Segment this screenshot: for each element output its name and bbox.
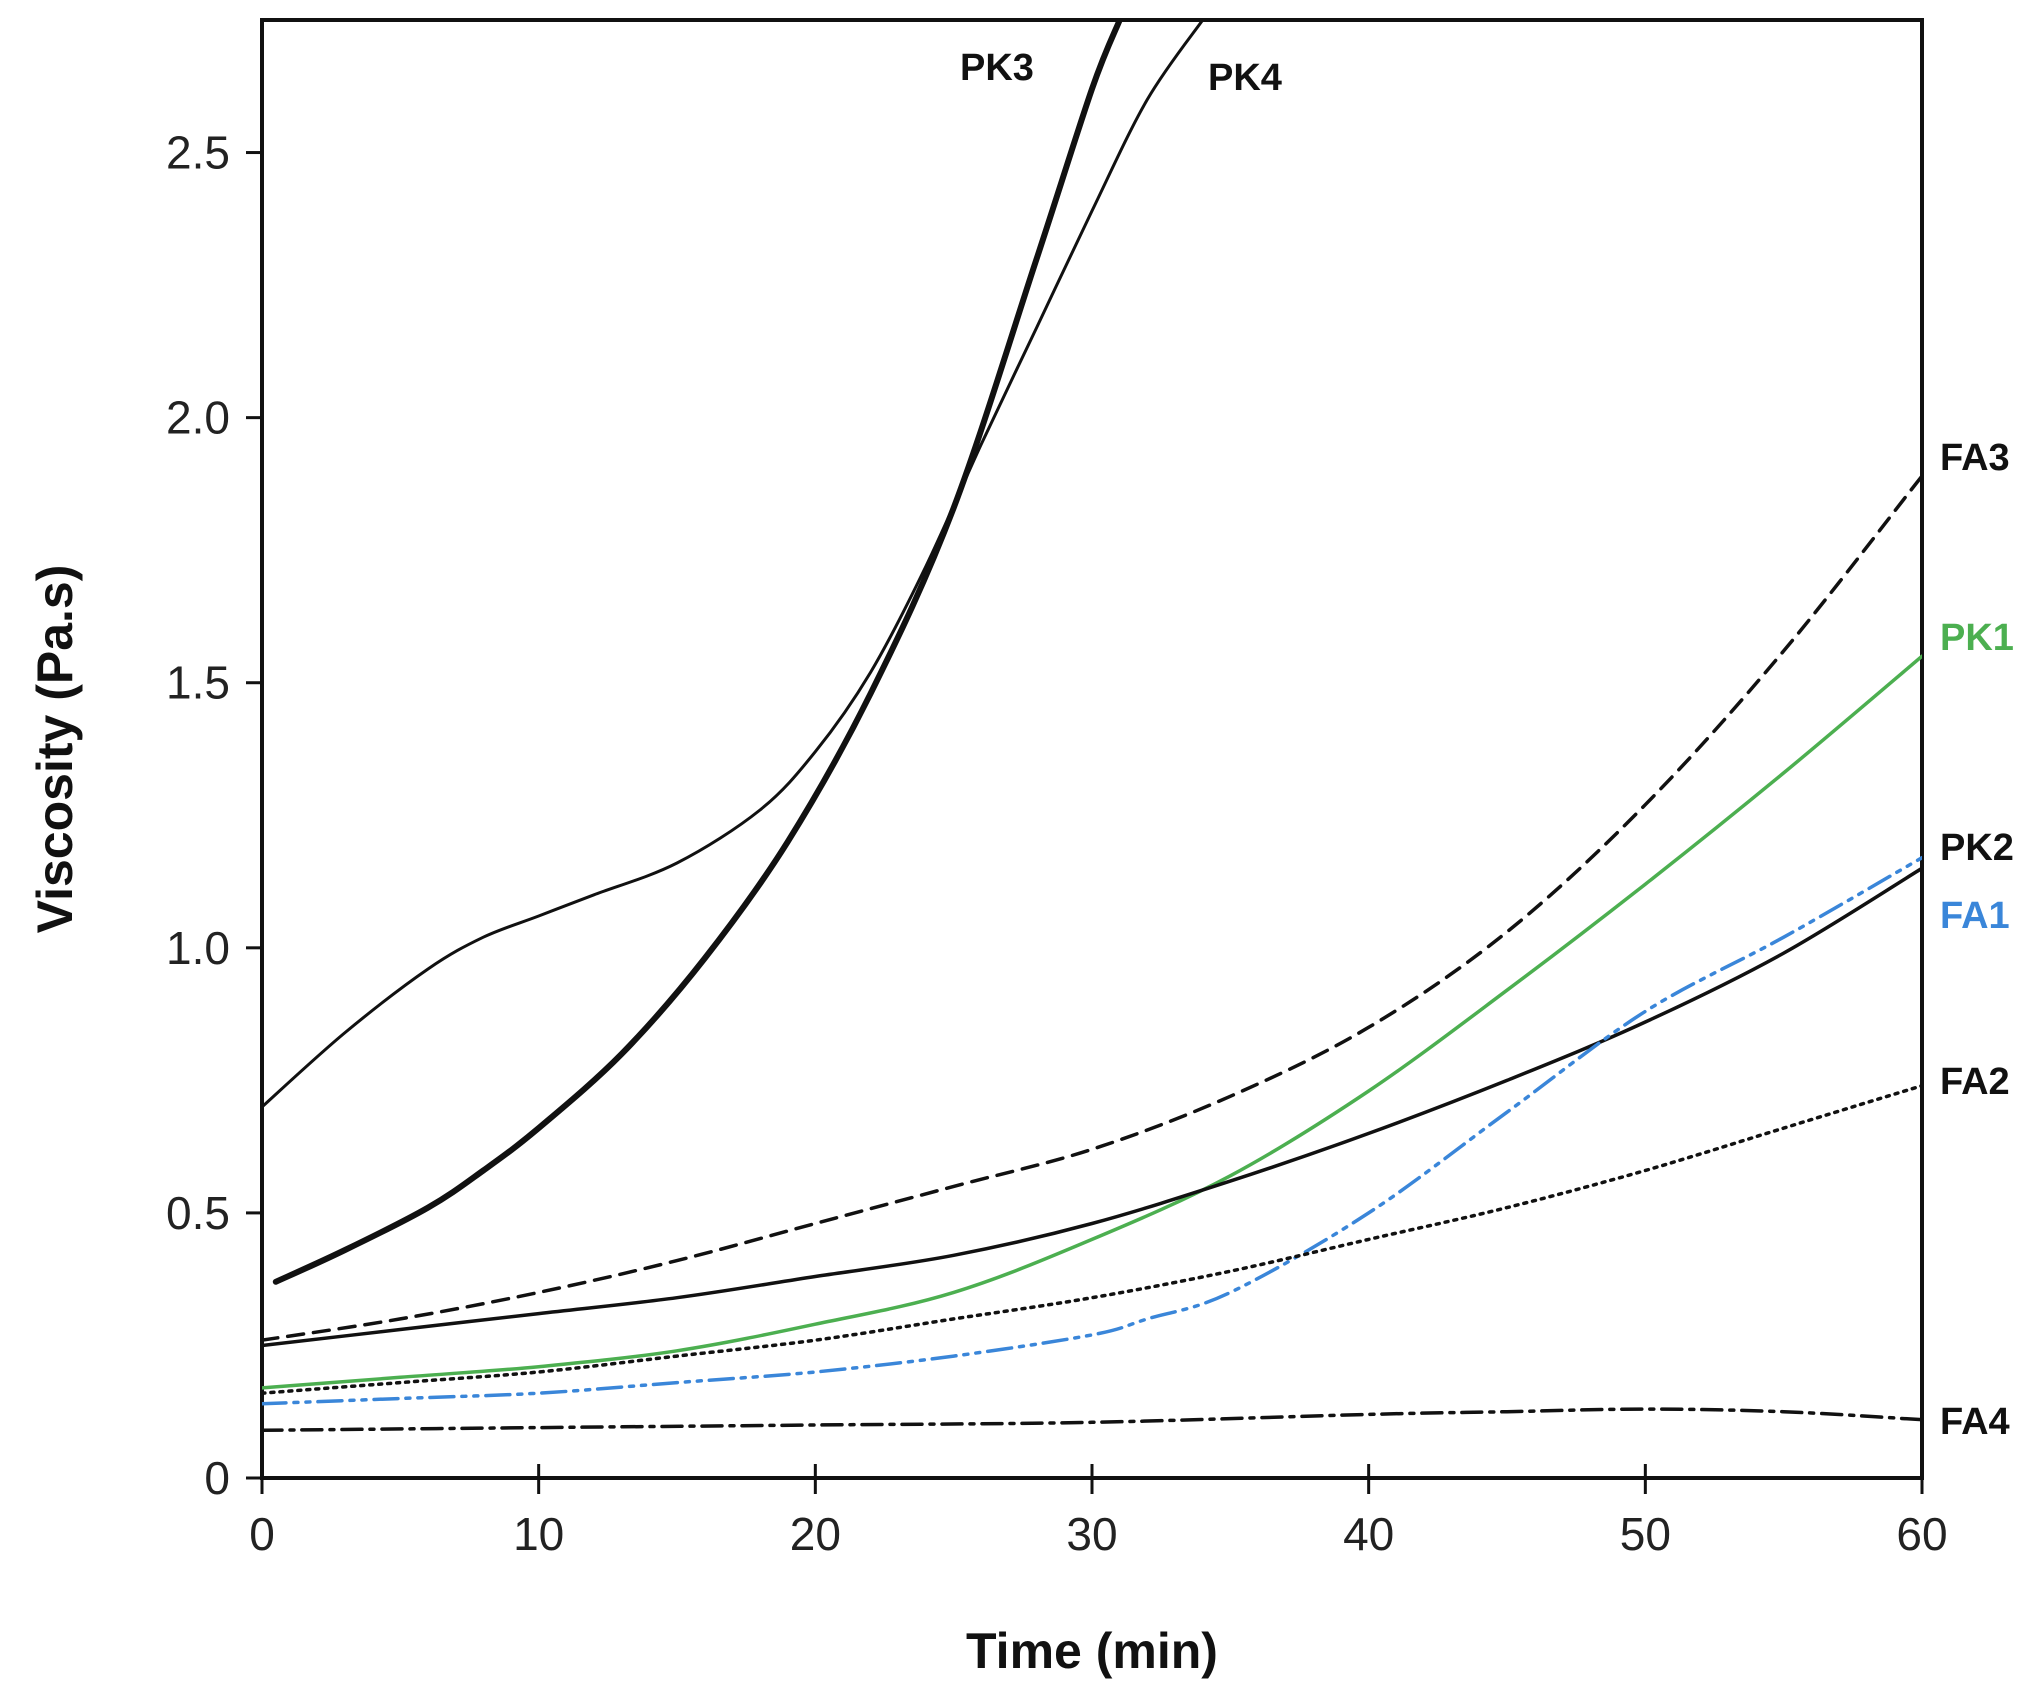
x-axis-title: Time (min) — [966, 1623, 1218, 1679]
series-line-pk1 — [262, 654, 1922, 1390]
y-tick-label: 0.5 — [166, 1187, 230, 1239]
series-label-pk3: PK3 — [960, 47, 1034, 89]
y-axis-title: Viscosity (Pa.s) — [27, 565, 83, 934]
x-tick-label: 60 — [1896, 1508, 1947, 1560]
series-label-fa2: FA2 — [1940, 1061, 2010, 1103]
axis-tick-labels: 0 10 20 30 40 50 60 0 0.5 1.0 1.5 2.0 2.5 — [166, 127, 1948, 1560]
y-tick-label: 1.0 — [166, 922, 230, 974]
series-line-pk3 — [272, 20, 1123, 1285]
series-label-pk1: PK1 — [1940, 617, 2014, 659]
y-tick-label: 2.0 — [166, 392, 230, 444]
x-tick-label: 10 — [513, 1508, 564, 1560]
series-line-fa3 — [262, 474, 1922, 1342]
series-label-pk2: PK2 — [1940, 827, 2014, 869]
y-tick-label: 2.5 — [166, 127, 230, 179]
axis-ticks — [246, 151, 1924, 1494]
series-line-fa1 — [262, 855, 1922, 1406]
series-label-fa1: FA1 — [1940, 895, 2010, 937]
x-tick-label: 20 — [790, 1508, 841, 1560]
series-lines — [262, 20, 1922, 1433]
series-label-pk4: PK4 — [1208, 57, 1282, 99]
series-label-fa3: FA3 — [1940, 437, 2010, 479]
series-line-pk4 — [262, 20, 1205, 1109]
series-line-fa2 — [262, 1083, 1922, 1395]
series-line-fa4 — [262, 1407, 1922, 1433]
x-tick-label: 0 — [249, 1508, 275, 1560]
series-line-pk2 — [262, 866, 1922, 1348]
y-tick-label: 1.5 — [166, 657, 230, 709]
x-tick-label: 40 — [1343, 1508, 1394, 1560]
plot-frame — [260, 18, 1924, 1480]
x-tick-label: 50 — [1620, 1508, 1671, 1560]
y-tick-label: 0 — [204, 1452, 230, 1504]
x-tick-label: 30 — [1066, 1508, 1117, 1560]
series-label-fa4: FA4 — [1940, 1401, 2010, 1443]
series-labels: PK3 PK4 FA3 PK1 PK2 FA1 FA2 FA4 — [960, 47, 2014, 1443]
